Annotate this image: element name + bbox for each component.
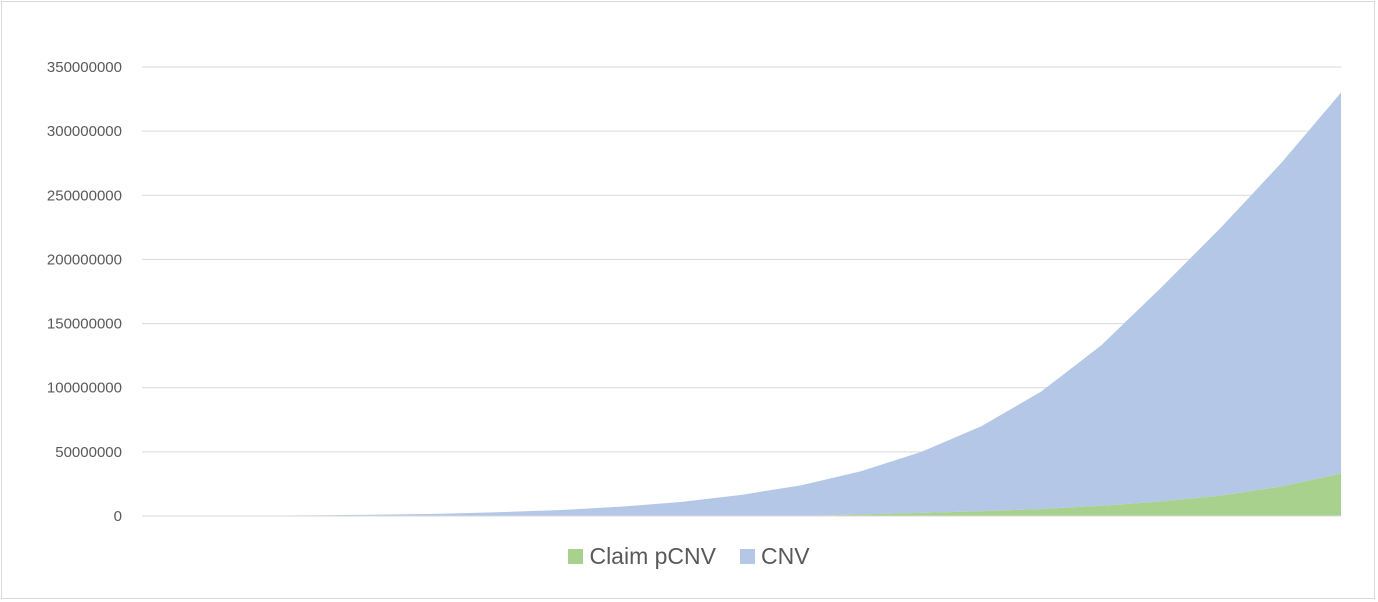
y-tick-label: 250000000: [47, 187, 122, 204]
legend-item-claim-pcnv: Claim pCNV: [568, 543, 716, 570]
legend-item-cnv: CNV: [739, 543, 810, 570]
legend-label-cnv: CNV: [760, 543, 810, 569]
legend-swatch-cnv: [739, 549, 755, 564]
legend-label-claim-pcnv: Claim pCNV: [589, 543, 716, 569]
legend: Claim pCNV CNV: [0, 543, 1378, 570]
y-tick-label: 200000000: [47, 251, 122, 268]
y-tick-label: 300000000: [47, 123, 122, 140]
area-series-claim-pcnv: [142, 473, 1341, 516]
y-tick-label: 100000000: [47, 380, 122, 397]
area-series-cnv: [142, 92, 1341, 516]
y-tick-label: 150000000: [47, 316, 122, 333]
y-tick-label: 350000000: [47, 59, 122, 76]
y-tick-label: 50000000: [55, 444, 122, 461]
legend-swatch-claim-pcnv: [568, 549, 584, 564]
y-tick-label: 0: [114, 508, 122, 525]
